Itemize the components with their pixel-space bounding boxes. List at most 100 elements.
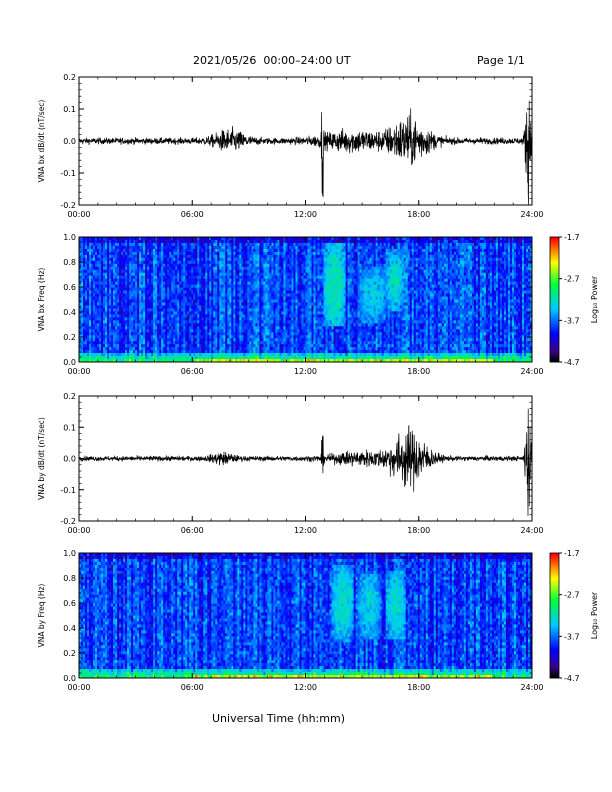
bx-spectrogram-cell	[271, 323, 274, 327]
bx-spectrogram-cell	[285, 260, 288, 265]
bx-spectrogram-cell	[219, 335, 222, 339]
bx-spectrogram-cell	[139, 356, 142, 360]
bx-spectrogram-cell	[297, 344, 300, 348]
bx-spectrogram-cell	[141, 269, 144, 274]
bx-spectrogram-cell	[205, 237, 208, 241]
bx-spectrogram-cell	[117, 237, 120, 241]
bx-spectrogram-cell	[169, 287, 172, 291]
bx-spectrogram-cell	[195, 311, 198, 315]
bx-spectrogram-cell	[267, 320, 270, 324]
bx-spectrogram-cell	[153, 290, 156, 294]
bx-spectrogram-cell	[243, 296, 246, 300]
bx-spectrogram-cell	[139, 248, 142, 253]
bx-spectrogram-cell	[301, 263, 304, 268]
bx-spectrogram-cell	[291, 311, 294, 315]
bx-spectrogram-cell	[231, 314, 234, 318]
bx-spectrogram-cell	[123, 359, 126, 363]
bx-spectrogram-cell	[259, 359, 262, 363]
bx-spectrogram-cell	[155, 237, 158, 241]
bx-spectrogram-cell	[223, 359, 226, 363]
bx-spectrogram-cell	[85, 242, 88, 247]
bx-spectrogram-cell	[81, 338, 84, 342]
bx-spectrogram-cell	[279, 308, 282, 312]
bx-spectrogram-cell	[189, 335, 192, 339]
bx-spectrogram-cell	[211, 320, 214, 324]
bx-spectrogram-cell	[301, 272, 304, 276]
bx-spectrogram-cell	[275, 350, 278, 354]
bx-spectrogram-cell	[81, 254, 84, 259]
bx-spectrogram-cell	[147, 269, 150, 274]
bx-spectrogram-cell	[127, 257, 130, 262]
bx-spectrogram-cell	[235, 260, 238, 265]
bx-spectrogram-cell	[261, 344, 264, 348]
bx-spectrogram-cell	[297, 245, 300, 250]
bx-spectrogram-cell	[257, 245, 260, 250]
bx-spectrogram-cell	[271, 254, 274, 259]
bx-spectrogram-cell	[107, 239, 110, 244]
bx-spectrogram-cell	[95, 326, 98, 330]
bx-spectrogram-cell	[113, 302, 116, 306]
bx-spectrogram-cell	[231, 323, 234, 327]
bx-spectrogram-cell	[283, 290, 286, 294]
bx-spectrogram-cell	[291, 290, 294, 294]
bx-spectrogram-cell	[307, 245, 310, 250]
bx-spectrogram-cell	[205, 356, 208, 360]
bx-spectrogram-cell	[289, 338, 292, 342]
bx-spectrogram-cell	[219, 251, 222, 256]
bx-spectrogram-cell	[255, 344, 258, 348]
bx-spectrogram-cell	[123, 284, 126, 288]
bx-spectrogram-cell	[175, 287, 178, 291]
bx-spectrogram-cell	[125, 326, 128, 330]
bx-spectrogram-cell	[161, 245, 164, 250]
bx-spectrogram-cell	[159, 299, 162, 303]
bx-spectrogram-cell	[101, 257, 104, 262]
bx-spectrogram-cell	[79, 344, 82, 348]
bx-spectrogram-cell	[139, 323, 142, 327]
bx-spectrogram-cell	[243, 263, 246, 268]
bx-spectrogram-cell	[187, 308, 190, 312]
bx-spectrogram-cell	[105, 308, 108, 312]
bx-spectrogram-cell	[141, 281, 144, 285]
bx-spectrogram-cell	[229, 293, 232, 297]
bx-spectrogram-cell	[271, 245, 274, 250]
bx-spectrogram-cell	[185, 263, 188, 268]
bx-spectrogram-cell	[113, 281, 116, 285]
bx-spectrogram-cell	[135, 278, 138, 282]
bx-spectrogram-cell	[179, 347, 182, 351]
bx-spectrogram-cell	[273, 287, 276, 291]
bx-spectrogram-cell	[287, 281, 290, 285]
bx-spectrogram-cell	[109, 305, 112, 309]
bx-spectrogram-cell	[97, 317, 100, 321]
bx-spectrogram-cell	[177, 311, 180, 315]
bx-spectrogram-cell	[179, 278, 182, 282]
bx-spectrogram-cell	[295, 356, 298, 360]
bx-spectrogram-cell	[253, 245, 256, 250]
bx-spectrogram-cell	[269, 272, 272, 276]
bx-spectrogram-cell	[279, 326, 282, 330]
bx-spectrogram-cell	[95, 254, 98, 259]
bx-spectrogram-cell	[153, 260, 156, 265]
bx-spectrogram-cell	[259, 350, 262, 354]
bx-spectrogram-cell	[175, 332, 178, 336]
bx-spectrogram-cell	[277, 299, 280, 303]
bx-spectrogram-cell	[113, 320, 116, 324]
bx-spectrogram-cell	[183, 237, 186, 241]
bx-spectrogram-cell	[133, 269, 136, 274]
bx-spectrogram-cell	[273, 266, 276, 271]
bx-spectrogram-cell	[263, 272, 266, 276]
bx-spectrogram-cell	[299, 344, 302, 348]
bx-spectrogram-cell	[127, 302, 130, 306]
bx-spectrogram-cell	[143, 359, 146, 363]
bx-spectrogram-cell	[215, 281, 218, 285]
bx-spectrogram-cell	[175, 272, 178, 276]
bx-spectrogram-cell	[195, 239, 198, 244]
bx-spectrogram-cell	[299, 263, 302, 268]
bx-spectrogram-cell	[263, 260, 266, 265]
bx-spectrogram-cell	[129, 311, 132, 315]
bx-spectrogram-cell	[189, 260, 192, 265]
bx-spectrogram-cell	[123, 254, 126, 259]
bx-spectrogram-cell	[157, 275, 160, 279]
bx-spectrogram-cell	[281, 302, 284, 306]
bx-spectrogram-cell	[191, 308, 194, 312]
bx-spectrogram-cell	[221, 290, 224, 294]
